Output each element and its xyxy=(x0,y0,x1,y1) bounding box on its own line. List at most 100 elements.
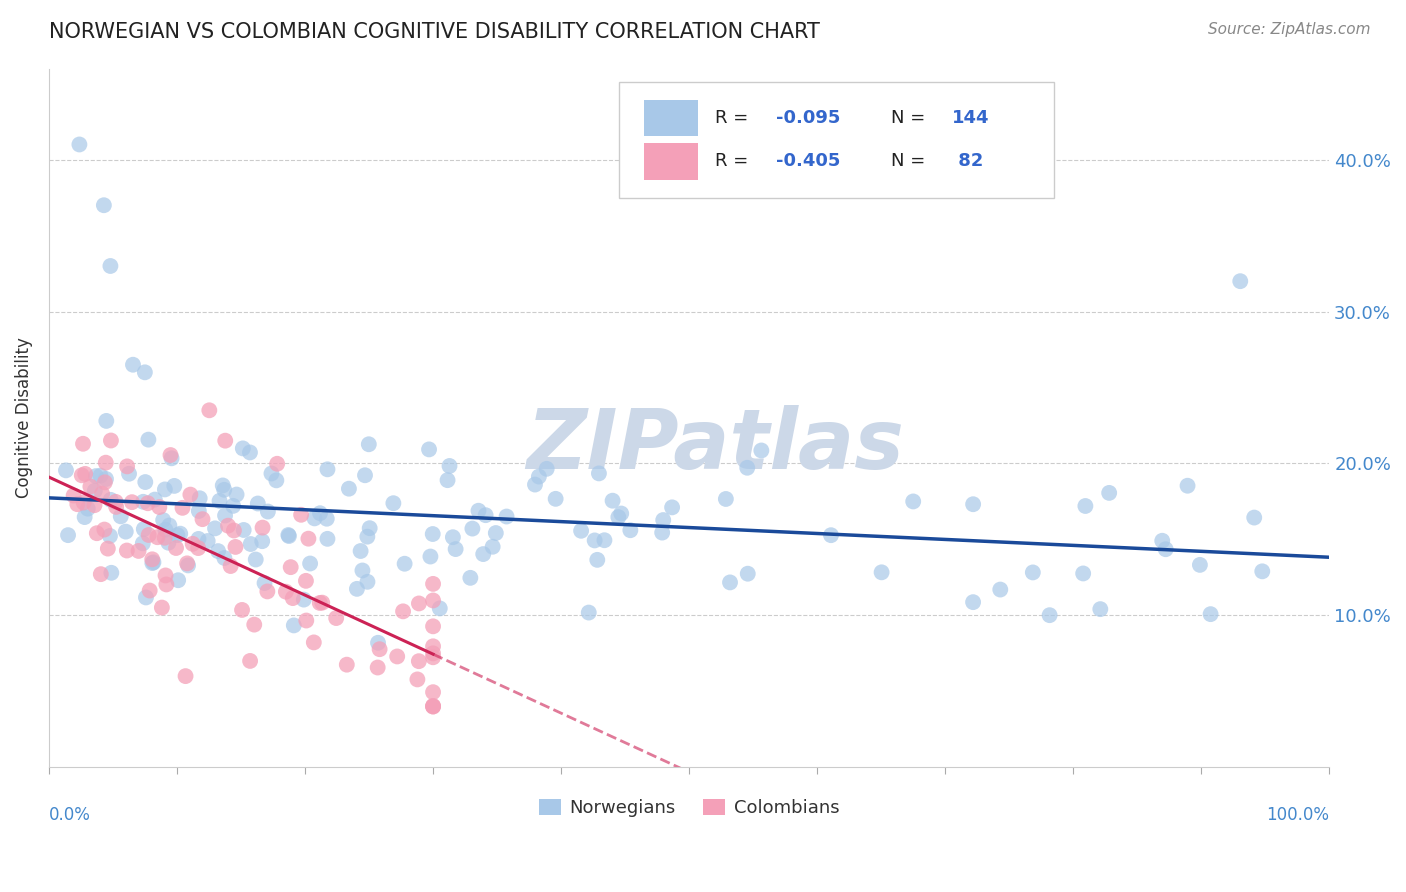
Colombians xyxy=(252,521,274,535)
Norwegians xyxy=(304,511,326,525)
Colombians xyxy=(72,437,94,451)
Norwegians xyxy=(163,479,186,493)
Norwegians xyxy=(394,557,416,571)
Norwegians xyxy=(225,487,247,501)
Colombians xyxy=(302,635,325,649)
Norwegians xyxy=(277,529,299,543)
Norwegians xyxy=(122,358,145,372)
Colombians xyxy=(86,526,108,541)
Colombians xyxy=(172,500,194,515)
Norwegians xyxy=(93,198,115,212)
Colombians xyxy=(104,495,127,509)
Norwegians xyxy=(460,571,482,585)
Norwegians xyxy=(232,523,254,537)
Norwegians xyxy=(166,528,188,542)
Text: N =: N = xyxy=(891,109,931,128)
FancyBboxPatch shape xyxy=(644,144,699,179)
Norwegians xyxy=(1152,533,1174,548)
Colombians xyxy=(422,698,444,713)
Norwegians xyxy=(132,522,155,536)
Norwegians xyxy=(214,551,236,566)
Norwegians xyxy=(495,509,517,524)
Norwegians xyxy=(141,556,163,570)
Norwegians xyxy=(359,521,381,535)
Colombians xyxy=(91,486,114,500)
Norwegians xyxy=(134,365,156,379)
Norwegians xyxy=(222,499,245,513)
Norwegians xyxy=(357,437,380,451)
Norwegians xyxy=(253,576,276,591)
Norwegians xyxy=(152,513,174,527)
Colombians xyxy=(422,650,444,665)
Colombians xyxy=(153,531,176,545)
Colombians xyxy=(222,524,245,538)
Norwegians xyxy=(578,606,600,620)
Norwegians xyxy=(481,540,503,554)
Norwegians xyxy=(988,582,1011,597)
Norwegians xyxy=(870,566,893,580)
Norwegians xyxy=(461,522,484,536)
Norwegians xyxy=(100,492,122,507)
Norwegians xyxy=(367,636,389,650)
Colombians xyxy=(422,646,444,660)
Colombians xyxy=(174,669,197,683)
Colombians xyxy=(422,699,444,714)
Colombians xyxy=(75,467,97,481)
Colombians xyxy=(79,479,101,493)
Norwegians xyxy=(583,533,606,548)
Norwegians xyxy=(143,492,166,507)
Colombians xyxy=(121,495,143,509)
Legend: Norwegians, Colombians: Norwegians, Colombians xyxy=(531,792,846,824)
Text: 100.0%: 100.0% xyxy=(1267,805,1329,823)
Norwegians xyxy=(1251,565,1274,579)
Colombians xyxy=(274,584,297,599)
Norwegians xyxy=(735,460,758,475)
Colombians xyxy=(239,654,262,668)
Colombians xyxy=(406,673,429,687)
FancyBboxPatch shape xyxy=(644,100,699,136)
Norwegians xyxy=(485,526,508,541)
Norwegians xyxy=(55,463,77,477)
Norwegians xyxy=(586,553,609,567)
Norwegians xyxy=(239,445,262,459)
Norwegians xyxy=(962,497,984,511)
Colombians xyxy=(336,657,359,672)
Norwegians xyxy=(316,532,339,546)
Norwegians xyxy=(651,525,673,540)
Text: N =: N = xyxy=(891,153,931,170)
Text: ZIPatlas: ZIPatlas xyxy=(526,405,904,486)
Norwegians xyxy=(157,535,180,549)
Norwegians xyxy=(1229,274,1251,288)
Colombians xyxy=(266,457,288,471)
Colombians xyxy=(136,496,159,510)
Norwegians xyxy=(245,552,267,566)
Text: -0.405: -0.405 xyxy=(776,153,841,170)
Norwegians xyxy=(439,458,461,473)
Colombians xyxy=(97,541,120,556)
Norwegians xyxy=(177,558,200,573)
Norwegians xyxy=(714,491,737,506)
Norwegians xyxy=(436,473,458,487)
Norwegians xyxy=(536,462,558,476)
Norwegians xyxy=(661,500,683,515)
Norwegians xyxy=(619,523,641,537)
Colombians xyxy=(224,540,246,554)
Colombians xyxy=(198,403,221,417)
Norwegians xyxy=(292,592,315,607)
Norwegians xyxy=(751,443,773,458)
Norwegians xyxy=(315,512,337,526)
Colombians xyxy=(146,530,169,544)
Colombians xyxy=(66,497,89,511)
Norwegians xyxy=(1188,558,1211,572)
Norwegians xyxy=(160,451,183,466)
Norwegians xyxy=(142,555,165,569)
Norwegians xyxy=(316,462,339,476)
Colombians xyxy=(73,495,96,509)
Norwegians xyxy=(257,504,280,518)
Norwegians xyxy=(283,618,305,632)
Colombians xyxy=(159,448,181,462)
Colombians xyxy=(325,611,347,625)
Colombians xyxy=(422,619,444,633)
Colombians xyxy=(191,512,214,526)
Norwegians xyxy=(76,501,98,516)
